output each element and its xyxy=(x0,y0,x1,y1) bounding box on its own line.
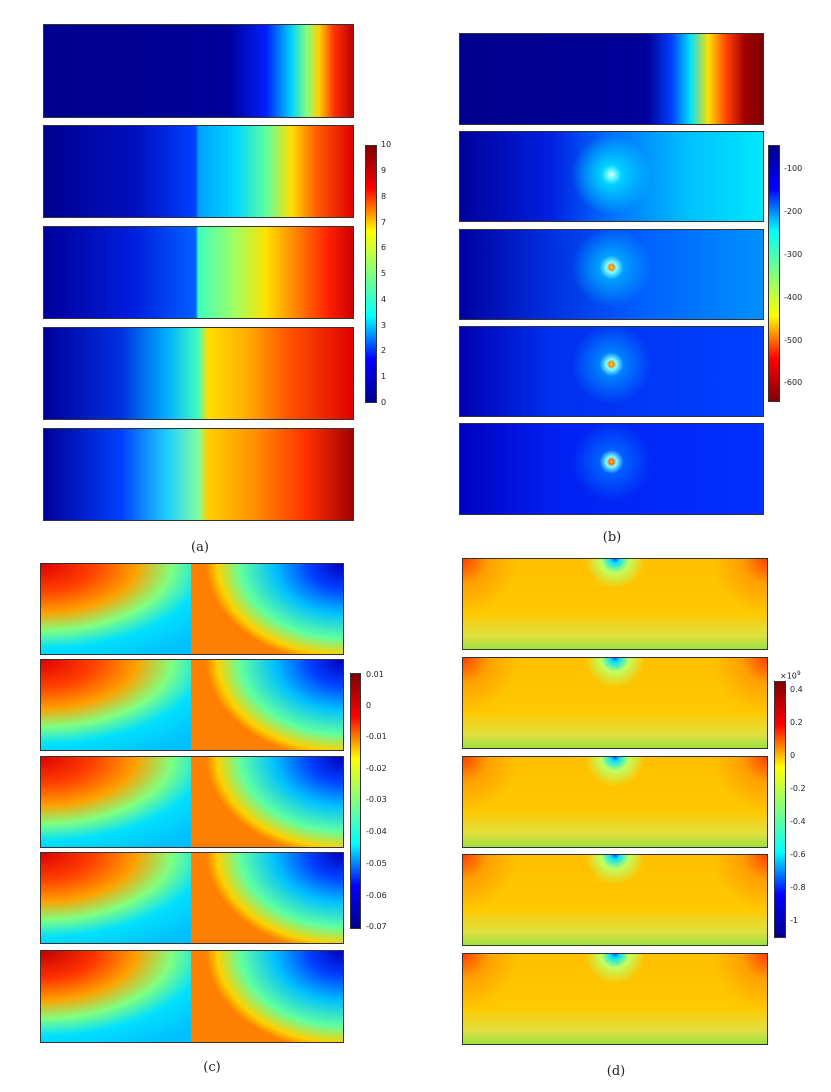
tick-label: -0.01 xyxy=(366,732,387,741)
field-b-3 xyxy=(459,229,764,320)
tick-label: 2 xyxy=(381,346,387,355)
tick-label: -0.05 xyxy=(366,859,387,868)
tick-label: -100 xyxy=(784,164,803,173)
field-c-2-right xyxy=(191,659,344,751)
tick-label: -200 xyxy=(784,207,803,216)
field-d-3 xyxy=(462,756,768,848)
tick-label: -0.04 xyxy=(366,827,387,836)
tick-label: 0 xyxy=(381,398,387,407)
tick-label: -0.07 xyxy=(366,922,387,931)
colorbar-b xyxy=(768,145,780,402)
caption-a: (a) xyxy=(191,540,209,555)
tick-label: -0.4 xyxy=(790,817,806,826)
tick-label: -300 xyxy=(784,250,803,259)
tick-label: 7 xyxy=(381,218,387,227)
tick-label: 6 xyxy=(381,243,387,252)
field-d-2 xyxy=(462,657,768,749)
field-b-4 xyxy=(459,326,764,417)
caption-c: (c) xyxy=(203,1060,221,1075)
field-a-5 xyxy=(43,428,354,521)
tick-label: 0.01 xyxy=(366,670,384,679)
field-b-1 xyxy=(459,33,764,125)
field-c-1-right xyxy=(191,563,344,655)
tick-label: 5 xyxy=(381,269,387,278)
tick-label: 3 xyxy=(381,321,387,330)
field-a-4 xyxy=(43,327,354,420)
caption-d: (d) xyxy=(606,1064,626,1079)
field-a-1 xyxy=(43,24,354,118)
field-d-5 xyxy=(462,953,768,1045)
field-d-1 xyxy=(462,558,768,650)
tick-label: 0 xyxy=(366,701,372,710)
tick-label: 10 xyxy=(381,140,392,149)
tick-label: 1 xyxy=(381,372,387,381)
field-a-3 xyxy=(43,226,354,319)
tick-label: 4 xyxy=(381,295,387,304)
tick-label: 8 xyxy=(381,192,387,201)
field-a-2 xyxy=(43,125,354,218)
exponent-base: ×10 xyxy=(780,671,797,681)
tick-label: -0.03 xyxy=(366,795,387,804)
field-d-4 xyxy=(462,854,768,946)
tick-label: -600 xyxy=(784,378,803,387)
exponent-power: 9 xyxy=(796,670,801,677)
field-c-4-right xyxy=(191,852,344,944)
colorbar-d xyxy=(774,681,786,938)
tick-label: -0.02 xyxy=(366,764,387,773)
tick-label: -0.8 xyxy=(790,883,806,892)
tick-label: -0.06 xyxy=(366,891,387,900)
field-c-5-right xyxy=(191,950,344,1043)
field-b-2 xyxy=(459,131,764,222)
tick-label: -1 xyxy=(790,916,798,925)
tick-label: 0.4 xyxy=(790,685,803,694)
caption-b: (b) xyxy=(602,530,622,545)
tick-label: -500 xyxy=(784,336,803,345)
colorbar-c xyxy=(350,673,361,929)
tick-label: 9 xyxy=(381,166,387,175)
colorbar-a xyxy=(365,145,377,403)
colorbar-d-exponent: ×109 xyxy=(780,670,801,681)
tick-label: -400 xyxy=(784,293,803,302)
tick-label: -0.2 xyxy=(790,784,806,793)
field-b-5 xyxy=(459,423,764,515)
tick-label: 0 xyxy=(790,751,796,760)
tick-label: 0.2 xyxy=(790,718,803,727)
tick-label: -0.6 xyxy=(790,850,806,859)
field-c-3-right xyxy=(191,756,344,848)
